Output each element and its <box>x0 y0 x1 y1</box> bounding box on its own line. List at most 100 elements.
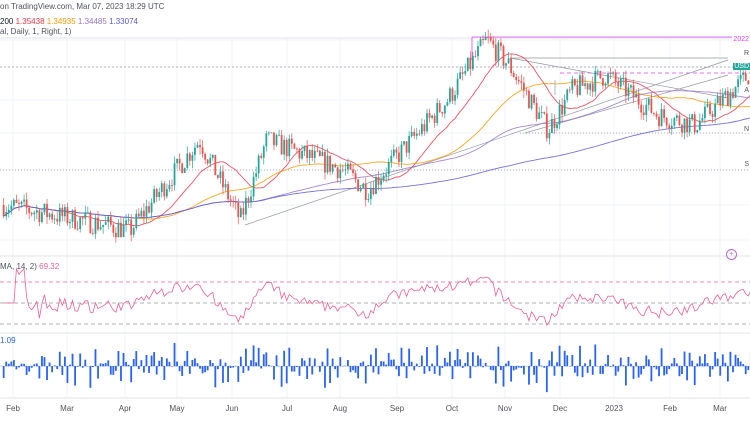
candle-body <box>69 221 71 224</box>
histogram-bar <box>194 358 196 367</box>
histogram-bar <box>122 353 125 367</box>
histogram-bar <box>79 353 82 367</box>
histogram-bar <box>392 359 395 367</box>
candle-body <box>645 104 648 115</box>
histogram-bar <box>102 363 105 367</box>
histogram-bar <box>737 357 739 367</box>
symbol-price-tag: USD <box>733 63 750 70</box>
candle-body <box>20 201 23 204</box>
candle-body <box>670 125 673 129</box>
histogram-bar <box>308 357 311 367</box>
histogram-bar <box>94 349 97 367</box>
histogram-bar <box>46 366 48 381</box>
histogram-bar <box>739 361 742 367</box>
candle-body <box>46 203 48 218</box>
histogram-bar <box>242 366 245 373</box>
histogram-bar <box>140 360 143 367</box>
candle-body <box>642 112 645 115</box>
candle-body <box>5 212 8 217</box>
histogram-bar <box>477 355 479 367</box>
candle-body <box>336 167 339 179</box>
histogram-bar <box>482 366 484 368</box>
histogram-bar <box>12 360 15 367</box>
candle-body <box>428 113 431 118</box>
histogram-bar <box>502 366 505 387</box>
candle-body <box>520 81 523 83</box>
histogram-bar <box>201 366 204 374</box>
candle-body <box>461 72 464 74</box>
histogram-bar <box>211 363 214 367</box>
histogram-bar <box>716 358 719 367</box>
candle-body <box>288 138 291 157</box>
candle-body <box>61 207 64 217</box>
histogram-bar <box>385 364 388 367</box>
histogram-bar <box>375 348 377 367</box>
candle-body <box>341 169 344 171</box>
histogram-bar <box>255 362 258 367</box>
candle-body <box>84 212 87 219</box>
histogram-bar <box>637 366 640 378</box>
histogram-bar <box>10 361 13 367</box>
histogram-bar <box>107 360 110 367</box>
histogram-bar <box>614 366 617 376</box>
candle-body <box>92 233 94 234</box>
candle-body <box>137 213 140 217</box>
histogram-bar <box>352 366 354 371</box>
candle-body <box>367 199 370 201</box>
candle-body <box>109 216 112 225</box>
histogram-bar <box>216 366 219 370</box>
histogram-bar <box>686 366 688 381</box>
histogram-bar <box>5 361 8 367</box>
histogram-bar <box>436 345 439 367</box>
histogram-bar <box>701 363 704 367</box>
candle-body <box>23 199 25 202</box>
candle-body <box>390 155 393 162</box>
candle-body <box>377 176 380 185</box>
candle-body <box>339 169 342 179</box>
histogram-bar <box>660 348 663 367</box>
ma1-value: 1.35438 <box>15 17 45 26</box>
candle-body <box>602 78 604 86</box>
histogram-bar <box>23 363 25 367</box>
histogram-bar <box>283 350 286 367</box>
candle-body <box>81 217 84 219</box>
x-tick-label: Jun <box>225 404 239 413</box>
histogram-bar <box>497 346 500 367</box>
candle-body <box>229 199 232 201</box>
x-tick-label: Mar <box>713 404 727 413</box>
candle-body <box>43 203 46 213</box>
candle-body <box>25 199 28 208</box>
histogram-bar <box>43 357 46 367</box>
histogram-bar <box>81 366 84 368</box>
candle-body <box>308 150 311 159</box>
histogram-bar <box>74 366 76 386</box>
histogram-bar <box>260 366 263 369</box>
candle-body <box>311 150 314 158</box>
histogram-bar <box>510 366 513 382</box>
histogram-bar <box>566 355 569 367</box>
histogram-bar <box>30 366 33 368</box>
candle-body <box>635 93 637 98</box>
histogram-bar <box>7 363 10 367</box>
alert-icon[interactable]: + <box>726 249 737 260</box>
candle-body <box>709 103 711 114</box>
candle-body <box>522 82 525 91</box>
histogram-bar <box>466 352 469 367</box>
candle-body <box>566 89 569 100</box>
candle-body <box>502 46 505 66</box>
histogram-bar <box>512 366 515 371</box>
candle-body <box>744 73 747 81</box>
level-label-r: R <box>742 50 750 57</box>
histogram-bar <box>431 363 433 367</box>
candle-body <box>298 149 301 159</box>
candle-body <box>678 115 681 126</box>
candle-body <box>395 149 398 153</box>
histogram-bar <box>290 366 293 372</box>
candle-body <box>568 89 571 91</box>
candle-body <box>469 57 472 70</box>
candle-body <box>265 133 268 147</box>
candle-body <box>413 131 416 136</box>
histogram-bar <box>219 359 222 367</box>
candle-body <box>505 63 507 66</box>
